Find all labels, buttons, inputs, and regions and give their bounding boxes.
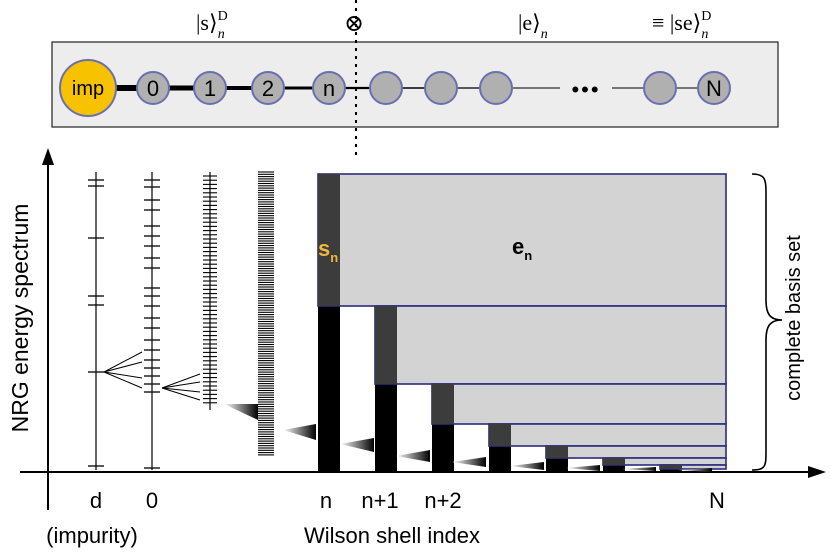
environment-box xyxy=(488,423,727,447)
truncation-wedge xyxy=(283,424,316,440)
env-states-label: en xyxy=(512,234,532,263)
level-split-line xyxy=(103,361,143,373)
x-tick-labels: d 0 n n+1 n+2 N xyxy=(90,488,725,513)
discarded-strip xyxy=(546,446,568,458)
discarded-strip xyxy=(375,306,397,384)
kept-bar xyxy=(318,306,340,472)
site-env-2 xyxy=(424,71,458,105)
level-split-line xyxy=(103,371,143,379)
truncation-wedge xyxy=(622,467,656,471)
site-2: 2 xyxy=(251,71,285,105)
site-label-2: 2 xyxy=(262,76,274,101)
level-split-line xyxy=(161,381,201,389)
spectrum-site-0 xyxy=(144,172,201,470)
discarded-kept-boxes xyxy=(317,173,727,472)
tick-N: N xyxy=(709,488,725,513)
tick-n-plus-2: n+2 xyxy=(424,488,461,513)
level-split-line xyxy=(103,371,143,389)
environment-box xyxy=(374,305,727,385)
level-split-line xyxy=(161,387,201,393)
site-env-1 xyxy=(369,71,403,105)
chain-ellipsis: ••• xyxy=(571,77,600,102)
truncation-wedge xyxy=(678,468,712,472)
site-env-3 xyxy=(479,71,513,105)
truncation-wedge xyxy=(224,404,258,420)
site-label-n: n xyxy=(323,76,335,101)
environment-box xyxy=(431,383,727,425)
spectrum-columns xyxy=(88,171,274,470)
truncation-wedges xyxy=(224,404,712,472)
site-0: 0 xyxy=(136,71,170,105)
y-axis-arrow xyxy=(42,148,54,165)
wilson-chain-panel: imp 0 1 2 n ••• N xyxy=(51,41,779,128)
truncation-wedge xyxy=(510,462,544,470)
truncation-wedge xyxy=(340,438,374,452)
spectrum-site-1 xyxy=(203,172,217,410)
y-axis-label: NRG energy spectrum xyxy=(7,204,33,433)
tick-d: d xyxy=(90,488,102,513)
env-state-label: |e⟩n xyxy=(518,10,548,42)
brace-label: complete basis set xyxy=(783,235,805,401)
kept-bar xyxy=(375,384,397,472)
discarded-strip xyxy=(432,384,454,424)
level-split-line xyxy=(103,351,143,373)
kept-state-label: |s⟩D n xyxy=(196,9,228,42)
kept-bar xyxy=(660,469,682,472)
impurity-note: (impurity) xyxy=(46,523,138,548)
x-axis-label: Wilson shell index xyxy=(304,523,480,548)
impurity-label: imp xyxy=(72,78,104,100)
discarded-strip xyxy=(318,174,340,306)
environment-box xyxy=(545,445,727,459)
discarded-strip xyxy=(489,424,511,446)
tensor-product-symbol: ⊗ xyxy=(344,11,364,37)
site-label-0: 0 xyxy=(147,76,159,101)
kept-states-label: sn xyxy=(318,236,338,265)
spectrum-impurity xyxy=(88,172,143,470)
site-env-4 xyxy=(643,71,677,105)
level-split-line xyxy=(161,373,201,389)
truncation-wedge xyxy=(566,465,600,471)
truncation-wedge xyxy=(452,457,486,467)
kept-bar xyxy=(546,458,568,472)
site-label-1: 1 xyxy=(204,76,216,101)
site-n: n xyxy=(312,71,346,105)
tick-n: n xyxy=(320,488,332,513)
basis-brace xyxy=(751,173,783,471)
tick-n-plus-1: n+1 xyxy=(361,488,398,513)
kept-bar xyxy=(603,465,625,472)
site-1: 1 xyxy=(193,71,227,105)
site-N: N xyxy=(697,71,731,105)
discarded-strip xyxy=(603,458,625,465)
truncation-wedge xyxy=(396,450,430,462)
site-label-N: N xyxy=(706,76,722,101)
x-axis-arrow xyxy=(808,466,826,478)
impurity-node: imp xyxy=(59,59,117,117)
tick-0: 0 xyxy=(146,488,158,513)
kept-bar xyxy=(432,424,454,472)
kept-bar xyxy=(489,446,511,472)
discarded-strip xyxy=(660,465,682,469)
spectrum-site-2 xyxy=(258,171,274,456)
state-labels: |s⟩D n ⊗ |e⟩n ≡ |se⟩D n xyxy=(196,9,711,42)
level-split-line xyxy=(161,387,201,401)
combined-state-label: ≡ |se⟩D n xyxy=(652,9,711,42)
